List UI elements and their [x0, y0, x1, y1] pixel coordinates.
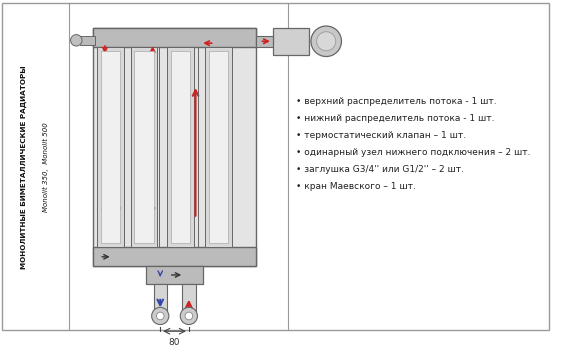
Bar: [135, 51, 154, 244]
Text: • заглушка G3/4'' или G1/2'' – 2 шт.: • заглушка G3/4'' или G1/2'' – 2 шт.: [296, 165, 464, 174]
Text: МОНОЛИТНЫЕ БИМЕТАЛЛИЧЕСКИЕ РАДИАТОРЫ: МОНОЛИТНЫЕ БИМЕТАЛЛИЧЕСКИЕ РАДИАТОРЫ: [21, 65, 27, 269]
Bar: [209, 51, 228, 244]
Bar: [94, 247, 255, 266]
Text: • одинарный узел нижнего подключения – 2 шт.: • одинарный узел нижнего подключения – 2…: [296, 148, 530, 157]
Bar: [146, 266, 203, 283]
Bar: [205, 47, 232, 247]
Text: Monolit 350,  Monolit 500: Monolit 350, Monolit 500: [43, 122, 49, 212]
Bar: [94, 28, 255, 266]
Circle shape: [71, 35, 82, 46]
Bar: [273, 28, 309, 54]
Text: • термостатический клапан – 1 шт.: • термостатический клапан – 1 шт.: [296, 131, 466, 140]
Text: 80: 80: [169, 338, 180, 347]
Circle shape: [185, 312, 192, 320]
Bar: [131, 47, 157, 247]
Bar: [154, 283, 167, 312]
Text: • верхний распределитель потока - 1 шт.: • верхний распределитель потока - 1 шт.: [296, 96, 497, 105]
Bar: [182, 283, 195, 312]
Bar: [94, 28, 255, 47]
Circle shape: [151, 307, 169, 324]
Bar: [101, 51, 120, 244]
Circle shape: [311, 26, 342, 57]
Circle shape: [157, 312, 164, 320]
Text: • нижний распределитель потока - 1 шт.: • нижний распределитель потока - 1 шт.: [296, 114, 494, 123]
Circle shape: [317, 32, 336, 51]
Bar: [80, 35, 95, 45]
Bar: [171, 51, 190, 244]
Bar: [167, 47, 194, 247]
Bar: [97, 47, 124, 247]
Circle shape: [180, 307, 198, 324]
Bar: [255, 35, 275, 47]
Text: • кран Маевского – 1 шт.: • кран Маевского – 1 шт.: [296, 183, 416, 192]
